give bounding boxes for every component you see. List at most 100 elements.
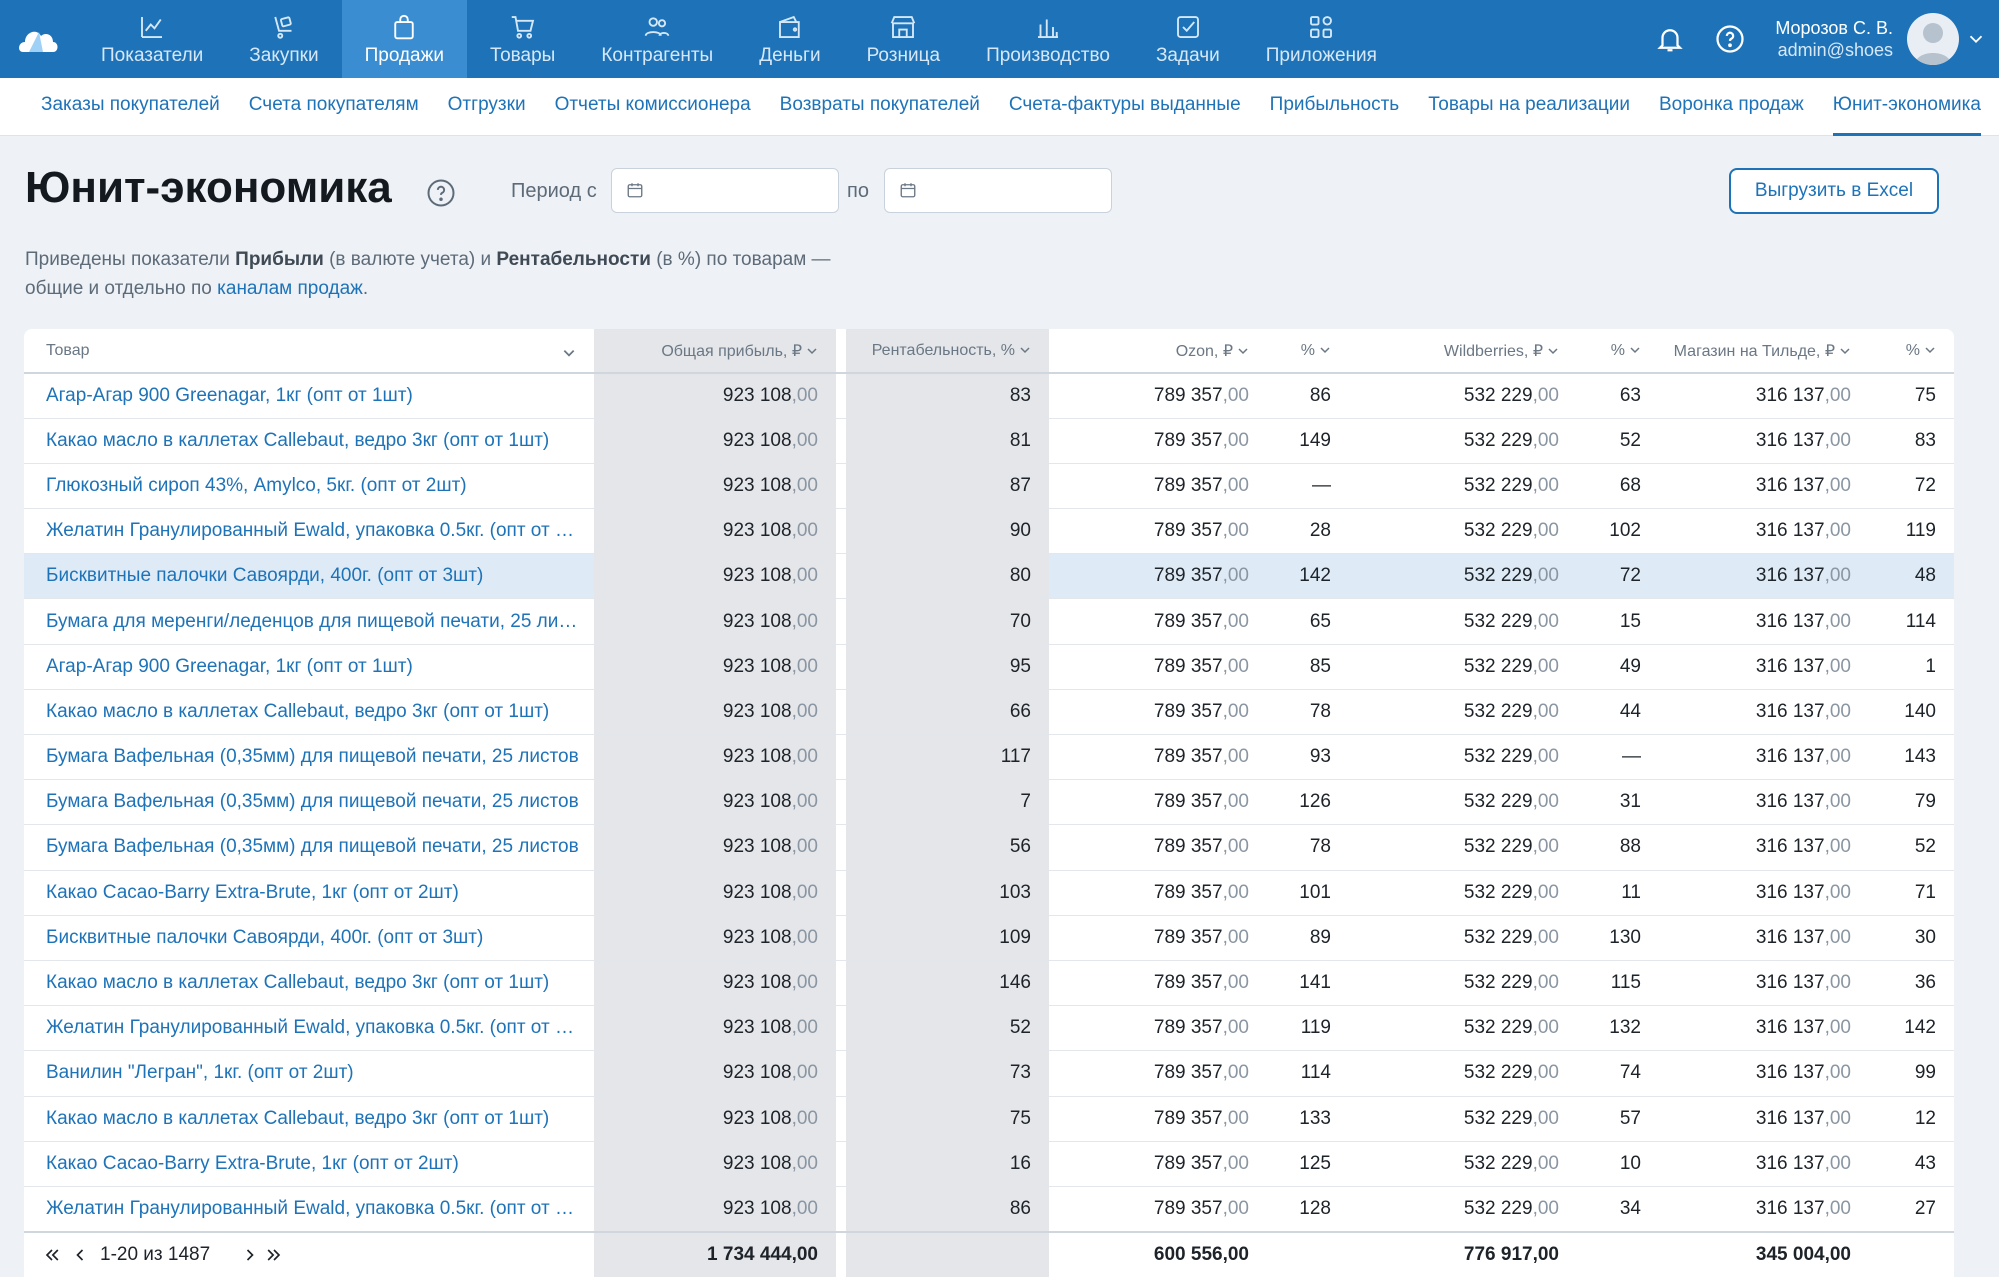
table-row[interactable]: Бисквитные палочки Савоярди, 400г. (опт …: [24, 553, 1954, 600]
product-name-link[interactable]: Агар-Агар 900 Greenagar, 1кг (опт от 1шт…: [24, 644, 594, 690]
product-name-link[interactable]: Какао масло в каллетах Callebaut, ведро …: [24, 689, 594, 736]
nav-item-2[interactable]: Продажи: [341, 0, 467, 78]
nav-item-0[interactable]: Показатели: [78, 0, 226, 78]
table-row[interactable]: Желатин Гранулированный Ewald, упаковка …: [24, 1005, 1954, 1052]
table-row[interactable]: Бисквитные палочки Савоярди, 400г. (опт …: [24, 915, 1954, 961]
table-row[interactable]: Какао масло в каллетах Callebaut, ведро …: [24, 689, 1954, 736]
amount-decimals: ,00: [791, 926, 818, 948]
table-row[interactable]: Бумага Вафельная (0,35мм) для пищевой пе…: [24, 779, 1954, 826]
amount-integer: 923 108: [722, 1062, 792, 1084]
column-header-1[interactable]: Общая прибыль, ₽: [594, 329, 836, 374]
nav-item-4[interactable]: Контрагенты: [578, 0, 736, 78]
ozon-percent-cell: 78: [1267, 824, 1349, 871]
product-name-link[interactable]: Бумага Вафельная (0,35мм) для пищевой пе…: [24, 779, 594, 826]
nav-item-1[interactable]: Закупки: [226, 0, 341, 78]
table-row[interactable]: Агар-Агар 900 Greenagar, 1кг (опт от 1шт…: [24, 373, 1954, 419]
table-row[interactable]: Какао масло в каллетах Callebaut, ведро …: [24, 960, 1954, 1007]
product-name-link[interactable]: Бисквитные палочки Савоярди, 400г. (опт …: [24, 915, 594, 961]
nav-item-3[interactable]: Товары: [467, 0, 578, 78]
help-circle-icon[interactable]: [1715, 24, 1745, 54]
subnav-item-6[interactable]: Прибыльность: [1269, 94, 1400, 115]
product-name-link[interactable]: Какао масло в каллетах Callebaut, ведро …: [24, 418, 594, 464]
product-name-link[interactable]: Какао масло в каллетах Callebaut, ведро …: [24, 1096, 594, 1142]
column-header-8[interactable]: %: [1869, 329, 1954, 374]
wildberries-percent-cell: 74: [1577, 1050, 1659, 1097]
subnav-item-9[interactable]: Юнит-экономика: [1832, 78, 1981, 136]
table-row[interactable]: Какао Сасао-Barry Extra-Brute, 1кг (опт …: [24, 870, 1954, 916]
user-info[interactable]: Морозов С. В. admin@shoes: [1775, 17, 1893, 61]
chevron-down-icon[interactable]: [1965, 28, 1987, 50]
amount-decimals: ,00: [1532, 1062, 1559, 1084]
tilda-profit-cell: 316 137,00: [1659, 915, 1869, 961]
amount-integer: 532 229: [1463, 836, 1533, 858]
subnav-item-8[interactable]: Воронка продаж: [1658, 94, 1804, 115]
date-from-input[interactable]: [611, 168, 839, 213]
amount-decimals: ,00: [1824, 520, 1851, 542]
product-name-link[interactable]: Бумага Вафельная (0,35мм) для пищевой пе…: [24, 734, 594, 781]
subnav-item-1[interactable]: Счета покупателям: [248, 94, 419, 115]
amount-integer: 316 137: [1755, 565, 1825, 587]
table-row[interactable]: Бумага Вафельная (0,35мм) для пищевой пе…: [24, 824, 1954, 871]
nav-item-8[interactable]: Задачи: [1133, 0, 1243, 78]
product-name-link[interactable]: Бумага для меренги/леденцов для пищевой …: [24, 598, 594, 645]
column-header-3[interactable]: Ozon, ₽: [1049, 329, 1267, 374]
next-page-icon[interactable]: [240, 1245, 260, 1265]
nav-item-5[interactable]: Деньги: [736, 0, 843, 78]
table-row[interactable]: Бумага для меренги/леденцов для пищевой …: [24, 598, 1954, 645]
subnav-item-2[interactable]: Отгрузки: [447, 94, 526, 115]
product-name-link[interactable]: Желатин Гранулированный Ewald, упаковка …: [24, 1005, 594, 1052]
subnav-item-5[interactable]: Счета-фактуры выданные: [1008, 94, 1241, 115]
subnav-item-7[interactable]: Товары на реализации: [1428, 94, 1630, 115]
bell-icon[interactable]: [1655, 24, 1685, 54]
product-name-link[interactable]: Желатин Гранулированный Ewald, упаковка …: [24, 1186, 594, 1233]
column-header-7[interactable]: Магазин на Тильде, ₽: [1659, 329, 1869, 374]
question-circle-icon[interactable]: [426, 178, 456, 208]
column-header-2[interactable]: Рентабельность, %: [836, 329, 1049, 374]
nav-item-6[interactable]: Розница: [844, 0, 963, 78]
amount-decimals: ,00: [791, 972, 818, 994]
product-name-link[interactable]: Агар-Агар 900 Greenagar, 1кг (опт от 1шт…: [24, 373, 594, 419]
product-name-link[interactable]: Глюкозный сироп 43%, Amylco, 5кг. (опт о…: [24, 463, 594, 510]
avatar[interactable]: [1907, 13, 1959, 65]
table-row[interactable]: Агар-Агар 900 Greenagar, 1кг (опт от 1шт…: [24, 644, 1954, 690]
amount-integer: 923 108: [722, 926, 792, 948]
app-logo[interactable]: [0, 0, 78, 78]
prev-page-icon[interactable]: [70, 1245, 90, 1265]
nav-item-9[interactable]: Приложения: [1243, 0, 1400, 78]
first-page-icon[interactable]: [42, 1245, 62, 1265]
table-row[interactable]: Глюкозный сироп 43%, Amylco, 5кг. (опт о…: [24, 463, 1954, 510]
wildberries-percent-cell: 63: [1577, 373, 1659, 419]
table-row[interactable]: Какао масло в каллетах Callebaut, ведро …: [24, 1096, 1954, 1142]
wildberries-profit-cell: 532 229,00: [1349, 734, 1577, 781]
product-name-link[interactable]: Бумага Вафельная (0,35мм) для пищевой пе…: [24, 824, 594, 871]
table-row[interactable]: Бумага Вафельная (0,35мм) для пищевой пе…: [24, 734, 1954, 781]
product-name-link[interactable]: Какао Сасао-Barry Extra-Brute, 1кг (опт …: [24, 870, 594, 916]
column-header-4[interactable]: %: [1267, 329, 1349, 374]
column-header-0[interactable]: Товар: [24, 329, 594, 374]
table-row[interactable]: Ванилин "Легран", 1кг. (опт от 2шт) 923 1…: [24, 1050, 1954, 1097]
product-name-link[interactable]: Ванилин "Легран", 1кг. (опт от 2шт): [24, 1050, 594, 1097]
tilda-percent-cell: 48: [1869, 553, 1954, 600]
product-name-link[interactable]: Какао масло в каллетах Callebaut, ведро …: [24, 960, 594, 1007]
total-profit-cell: 923 108,00: [594, 508, 836, 555]
subnav-item-3[interactable]: Отчеты комиссионера: [554, 94, 751, 115]
table-row[interactable]: Какао Сасао-Barry Extra-Brute, 1кг (опт …: [24, 1141, 1954, 1187]
wildberries-percent-cell: 72: [1577, 553, 1659, 600]
export-excel-button[interactable]: Выгрузить в Excel: [1729, 168, 1939, 214]
product-name-link[interactable]: Желатин Гранулированный Ewald, упаковка …: [24, 508, 594, 555]
product-name-link[interactable]: Какао Сасао-Barry Extra-Brute, 1кг (опт …: [24, 1141, 594, 1187]
sales-channels-link[interactable]: каналам продаж: [217, 278, 363, 299]
subnav-item-0[interactable]: Заказы покупателей: [41, 94, 220, 115]
nav-item-7[interactable]: Производство: [963, 0, 1133, 78]
subnav-item-4[interactable]: Возвраты покупателей: [779, 94, 980, 115]
column-header-6[interactable]: %: [1577, 329, 1659, 374]
product-name-link[interactable]: Бисквитные палочки Савоярди, 400г. (опт …: [24, 553, 594, 600]
date-to-input[interactable]: [884, 168, 1112, 213]
table-row[interactable]: Какао масло в каллетах Callebaut, ведро …: [24, 418, 1954, 464]
amount-decimals: ,00: [1824, 926, 1851, 948]
column-header-5[interactable]: Wildberries, ₽: [1349, 329, 1577, 374]
wildberries-profit-cell: 532 229,00: [1349, 1141, 1577, 1187]
table-row[interactable]: Желатин Гранулированный Ewald, упаковка …: [24, 1186, 1954, 1233]
last-page-icon[interactable]: [264, 1245, 284, 1265]
table-row[interactable]: Желатин Гранулированный Ewald, упаковка …: [24, 508, 1954, 555]
